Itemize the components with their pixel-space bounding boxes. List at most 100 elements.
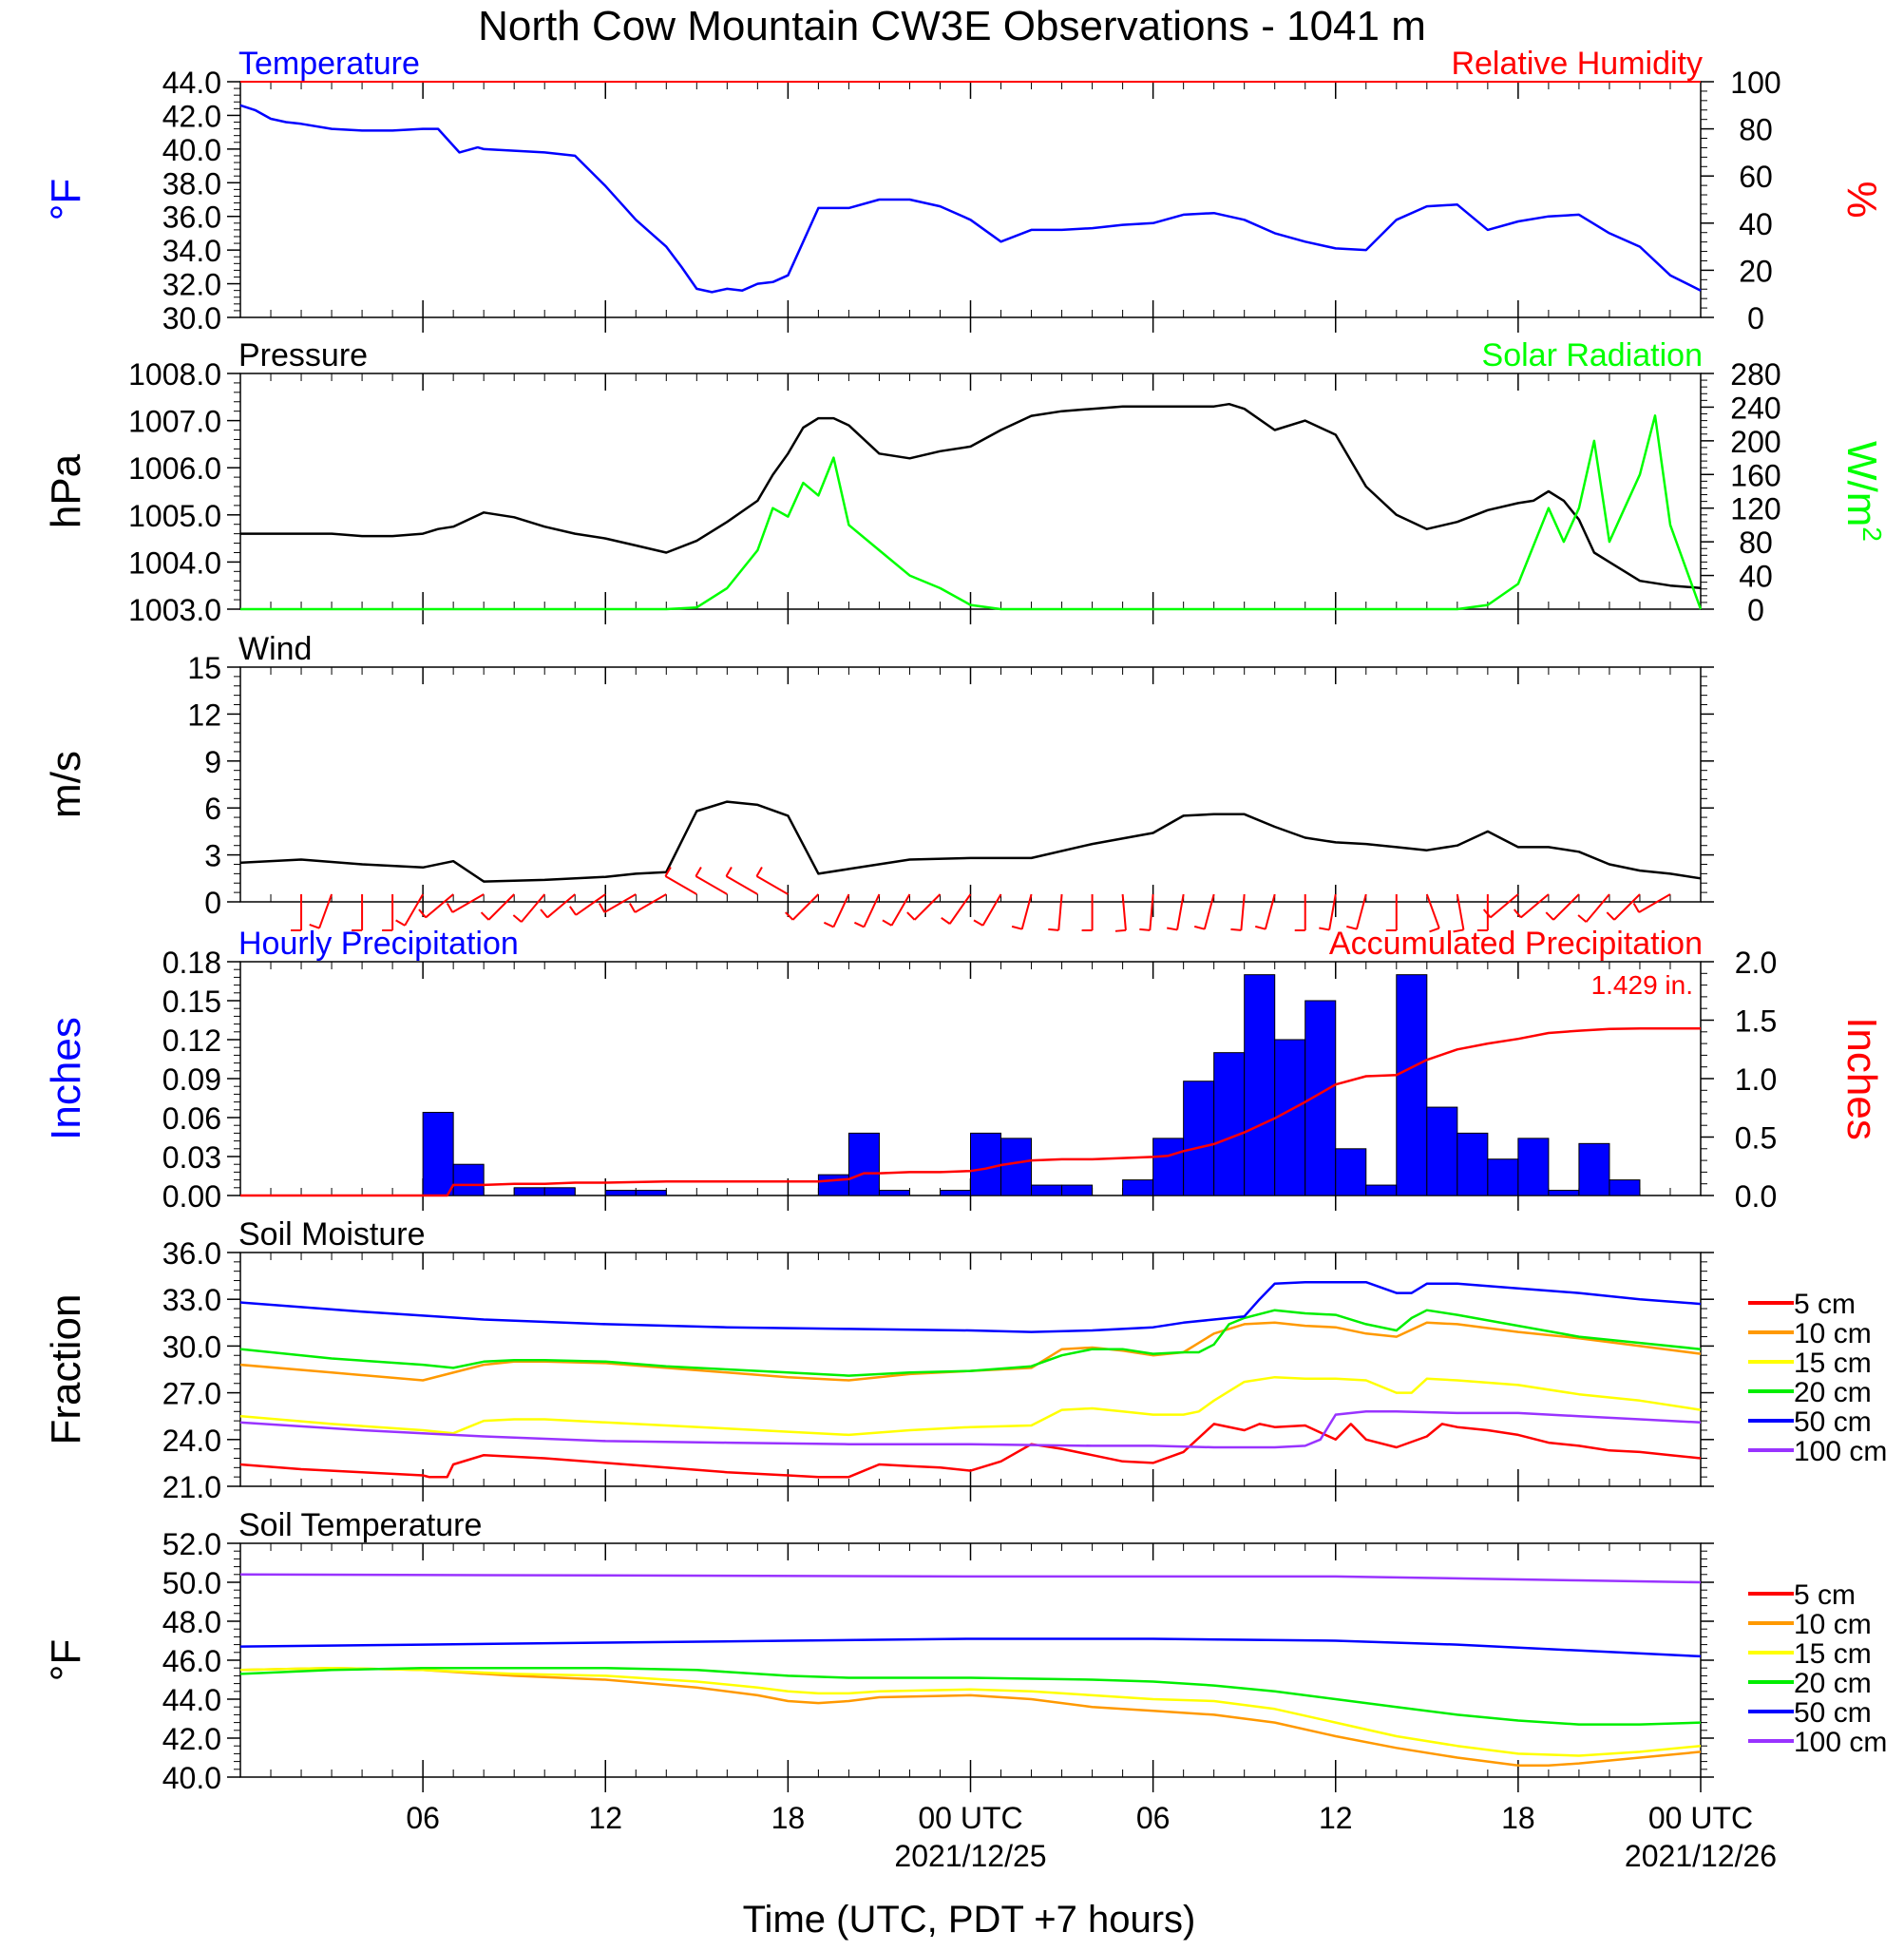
wind-barb-flag (1167, 927, 1178, 931)
panel-pressure_solar: 1003.0 1004.0 1005.0 1006.0 1007.0 1008.0 0408… (43, 337, 1887, 627)
x-tick-label: 18 (1501, 1801, 1535, 1835)
y-tick-label: 0.09 (162, 1062, 221, 1097)
accum-total-label: 1.429 in. (1591, 970, 1693, 1000)
wind-barb (521, 893, 545, 923)
precip-bar (1396, 974, 1428, 1196)
y-tick-label: 50.0 (162, 1566, 221, 1600)
wind-barb-flag (1011, 925, 1022, 930)
wind-barb (487, 893, 515, 921)
y-tick-label: 27.0 (162, 1377, 221, 1411)
series-line-10-cm (239, 1666, 1702, 1767)
series-line-pressure (240, 402, 1702, 589)
wind-barb (451, 893, 485, 913)
legend-label: 20 cm (1794, 1668, 1872, 1699)
panel-wind: 0 3 6 9 12 15 Wind m/s (43, 631, 1714, 933)
y2-tick-label: 100 (1730, 66, 1780, 100)
y2-tick-label: 40 (1739, 207, 1773, 241)
x-tick-label: 12 (1319, 1801, 1353, 1835)
y-tick-label: 52.0 (162, 1527, 221, 1561)
series-line-15-cm (239, 1375, 1702, 1437)
panel-left-title: Wind (238, 631, 312, 667)
wind-barb-flag (941, 916, 951, 925)
precip-bar (878, 1190, 910, 1196)
series-line-20-cm (239, 1309, 1702, 1377)
wind-barb-flag (725, 866, 733, 877)
wind-barb (863, 893, 881, 928)
wind-barb (695, 875, 728, 895)
series-line-5-cm (239, 1423, 1702, 1479)
y2-axis-label: W/m2 (1838, 441, 1887, 542)
precip-bar (970, 1132, 1002, 1196)
y-tick-label: 1003.0 (128, 593, 221, 627)
wind-barb-flag (1577, 914, 1588, 923)
wind-barb (664, 875, 697, 895)
y2-tick-label: 60 (1739, 160, 1773, 194)
panel-precip: 0.00 0.03 0.06 0.09 0.12 0.15 0.18 0.0 0.5 1.0 1.5… (43, 926, 1885, 1214)
y2-tick-label: 40 (1739, 560, 1773, 594)
y2-axis-label-text: Inches (1838, 1017, 1885, 1140)
y-tick-label: 0.03 (162, 1140, 221, 1175)
legend-label: 50 cm (1794, 1406, 1872, 1438)
precip-bar (1152, 1138, 1185, 1196)
y2-tick-label: 0 (1747, 593, 1764, 627)
legend-label: 15 cm (1794, 1348, 1872, 1379)
series-line-temperature (239, 104, 1702, 294)
wind-barb-flag (1346, 925, 1358, 930)
series-line-solar-radiation (240, 414, 1703, 611)
precip-bar (939, 1190, 972, 1196)
wind-barb (1240, 893, 1246, 930)
y-tick-label: 32.0 (162, 268, 221, 302)
panel-left-title: Temperature (238, 46, 420, 82)
precip-bar (1517, 1138, 1550, 1196)
precip-bar (1244, 974, 1276, 1196)
y-axis-label: Fraction (43, 1294, 89, 1445)
wind-barb-flag (1453, 928, 1464, 933)
wind-barb (634, 893, 667, 913)
y-tick-label: 46.0 (162, 1644, 221, 1678)
panel-left-title: Pressure (238, 337, 368, 373)
series-line-accumulated-precipitation (240, 1026, 1701, 1197)
y-tick-label: 30.0 (162, 1329, 221, 1364)
wind-barb-flag (446, 902, 454, 913)
series-line-50-cm (239, 1637, 1702, 1658)
wind-barb-flag (785, 911, 794, 921)
y-tick-label: 33.0 (162, 1283, 221, 1317)
wind-barb-flag (395, 919, 406, 927)
panel-right-title: Relative Humidity (1451, 46, 1703, 82)
y-tick-label: 1006.0 (128, 451, 221, 486)
y-tick-label: 1008.0 (128, 357, 221, 392)
wind-barb-flag (823, 921, 834, 928)
precip-bar (1548, 1190, 1580, 1196)
wind-barb (890, 893, 911, 927)
wind-barb-flag (882, 919, 892, 927)
wind-barb-flag (973, 919, 984, 927)
legend-label: 20 cm (1794, 1377, 1872, 1408)
y2-tick-label: 120 (1730, 492, 1780, 526)
wind-barb-flag (309, 924, 320, 929)
y-tick-label: 0.12 (162, 1023, 221, 1058)
precip-bar (1000, 1138, 1033, 1196)
x-tick-label: 12 (588, 1801, 622, 1835)
y-tick-label: 0 (204, 886, 221, 920)
wind-barb-flag (598, 902, 606, 913)
y-tick-label: 15 (187, 651, 221, 685)
wind-barb-flag (1429, 927, 1440, 933)
y-axis-label: hPa (43, 453, 89, 528)
wind-barb (1121, 893, 1127, 930)
panel-right-title: Accumulated Precipitation (1329, 926, 1703, 962)
precip-bar (817, 1174, 849, 1196)
y-tick-label: 1005.0 (128, 499, 221, 533)
y-tick-label: 24.0 (162, 1424, 221, 1458)
precip-bar (1426, 1106, 1458, 1196)
plot-frame (239, 373, 1702, 610)
y-tick-label: 44.0 (162, 66, 221, 100)
wind-barb (1425, 893, 1440, 929)
series-line-100-cm (239, 1573, 1702, 1584)
y2-tick-label: 0.0 (1735, 1179, 1777, 1214)
wind-barb-flag (512, 914, 523, 923)
y-axis-label: m/s (43, 751, 89, 818)
wind-barb-flag (568, 906, 577, 916)
series-line-50-cm (239, 1280, 1702, 1333)
x-tick-label: 18 (771, 1801, 806, 1835)
